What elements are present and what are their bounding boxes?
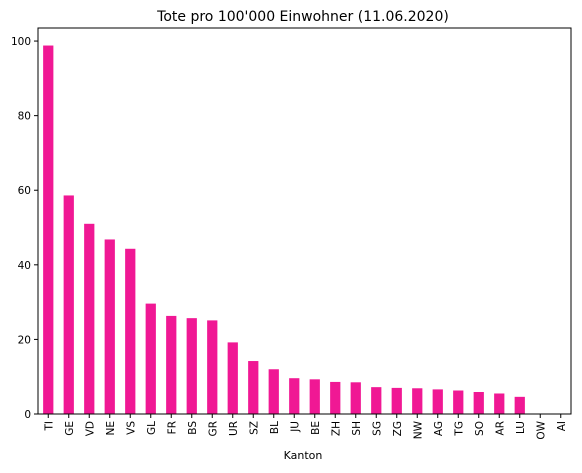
bar-zh xyxy=(330,381,341,414)
y-tick-label: 20 xyxy=(18,334,31,346)
x-tick-label-ur: UR xyxy=(228,421,240,436)
bar-sg xyxy=(371,387,382,414)
x-tick-label-be: BE xyxy=(310,421,322,435)
x-tick-label-ne: NE xyxy=(105,421,117,436)
bar-ur xyxy=(227,342,238,414)
plot-area: TI GE VD NE VS GL FR BS GR UR SZ BL JU BE ZH SH SG ZG NW AG… xyxy=(11,27,572,440)
bar-vd xyxy=(84,223,95,414)
x-tick-label-lu: LU xyxy=(515,421,527,434)
bar-ag xyxy=(432,389,443,414)
y-tick-label: 0 xyxy=(24,409,31,421)
x-tick-label-sz: SZ xyxy=(248,421,260,435)
bar-ti xyxy=(43,45,54,414)
y-tick-label: 100 xyxy=(11,36,31,48)
x-tick-label-nw: NW xyxy=(412,420,424,439)
bar-sh xyxy=(350,382,361,414)
x-tick-label-sg: SG xyxy=(371,421,383,436)
x-tick-label-so: SO xyxy=(474,421,486,436)
bar-lu xyxy=(514,396,525,414)
x-tick-label-zh: ZH xyxy=(330,421,342,436)
x-tick-label-ju: JU xyxy=(289,421,301,433)
bar-ne xyxy=(104,239,115,414)
bar-gl xyxy=(145,303,156,414)
bar-so xyxy=(473,392,484,414)
x-tick-label-bs: BS xyxy=(187,421,199,435)
bar-nw xyxy=(412,388,423,414)
x-tick-label-vd: VD xyxy=(84,421,96,436)
bar-bs xyxy=(186,318,197,414)
axes-frame xyxy=(37,27,572,415)
x-tick-label-ge: GE xyxy=(64,421,76,436)
x-tick-label-tg: TG xyxy=(453,421,465,437)
bar-gr xyxy=(207,320,218,414)
bar-ar xyxy=(494,393,505,414)
y-tick-label: 80 xyxy=(18,111,31,123)
bar-fr xyxy=(166,315,177,414)
x-tick-label-vs: VS xyxy=(125,421,137,435)
x-tick-label-ag: AG xyxy=(433,421,445,436)
x-tick-label-ti: TI xyxy=(43,421,55,432)
x-tick-label-ar: AR xyxy=(494,421,506,435)
x-tick-label-ai: AI xyxy=(556,421,568,431)
x-tick-label-fr: FR xyxy=(166,421,178,434)
bar-ge xyxy=(63,195,74,414)
bar-vs xyxy=(125,248,136,414)
x-tick-label-zg: ZG xyxy=(392,421,404,436)
x-tick-label-ow: OW xyxy=(535,420,547,439)
x-tick-label-bl: BL xyxy=(269,421,281,434)
chart-title: Tote pro 100'000 Einwohner (11.06.2020) xyxy=(156,9,449,25)
y-tick-label: 60 xyxy=(18,185,31,197)
bar-sz xyxy=(248,361,259,414)
x-tick-label-sh: SH xyxy=(351,421,363,436)
x-tick-label-gl: GL xyxy=(146,421,158,435)
bar-zg xyxy=(391,387,402,414)
x-axis-label: Kanton xyxy=(284,449,323,462)
bar-bl xyxy=(268,369,279,414)
bar-be xyxy=(309,379,320,414)
y-tick-label: 40 xyxy=(18,260,31,272)
x-tick-label-gr: GR xyxy=(207,421,219,436)
bar-ju xyxy=(289,378,300,414)
bar-tg xyxy=(453,390,464,414)
